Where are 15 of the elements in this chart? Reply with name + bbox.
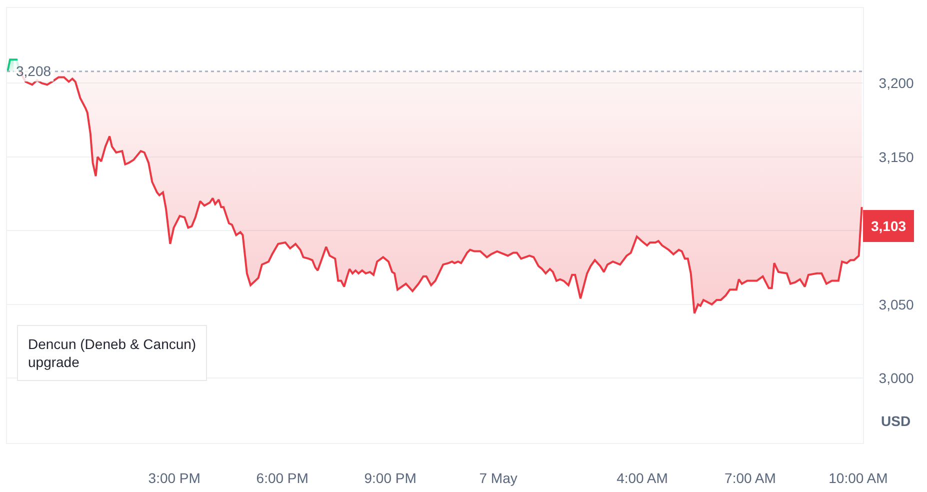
x-tick-label: 9:00 PM — [364, 470, 416, 486]
y-axis-title: USD — [881, 413, 911, 429]
annotation: 3,103 — [871, 218, 906, 234]
y-tick-label: 3,000 — [878, 370, 914, 386]
x-tick-label: 7 May — [479, 470, 518, 486]
x-tick-label: 3:00 PM — [148, 470, 200, 486]
y-tick-label: 3,200 — [878, 75, 914, 92]
ref-line-label: 3,208 — [16, 63, 52, 79]
x-tick-label: 4:00 AM — [616, 470, 668, 486]
x-tick-label: 7:00 AM — [724, 470, 776, 486]
x-tick-label: 10:00 AM — [828, 470, 888, 486]
annotation: Dencun (Deneb & Cancun) upgrade — [28, 336, 196, 370]
y-tick-label: 3,050 — [878, 296, 914, 312]
x-tick-label: 6:00 PM — [256, 470, 308, 486]
y-tick-label: 3,150 — [878, 148, 914, 165]
